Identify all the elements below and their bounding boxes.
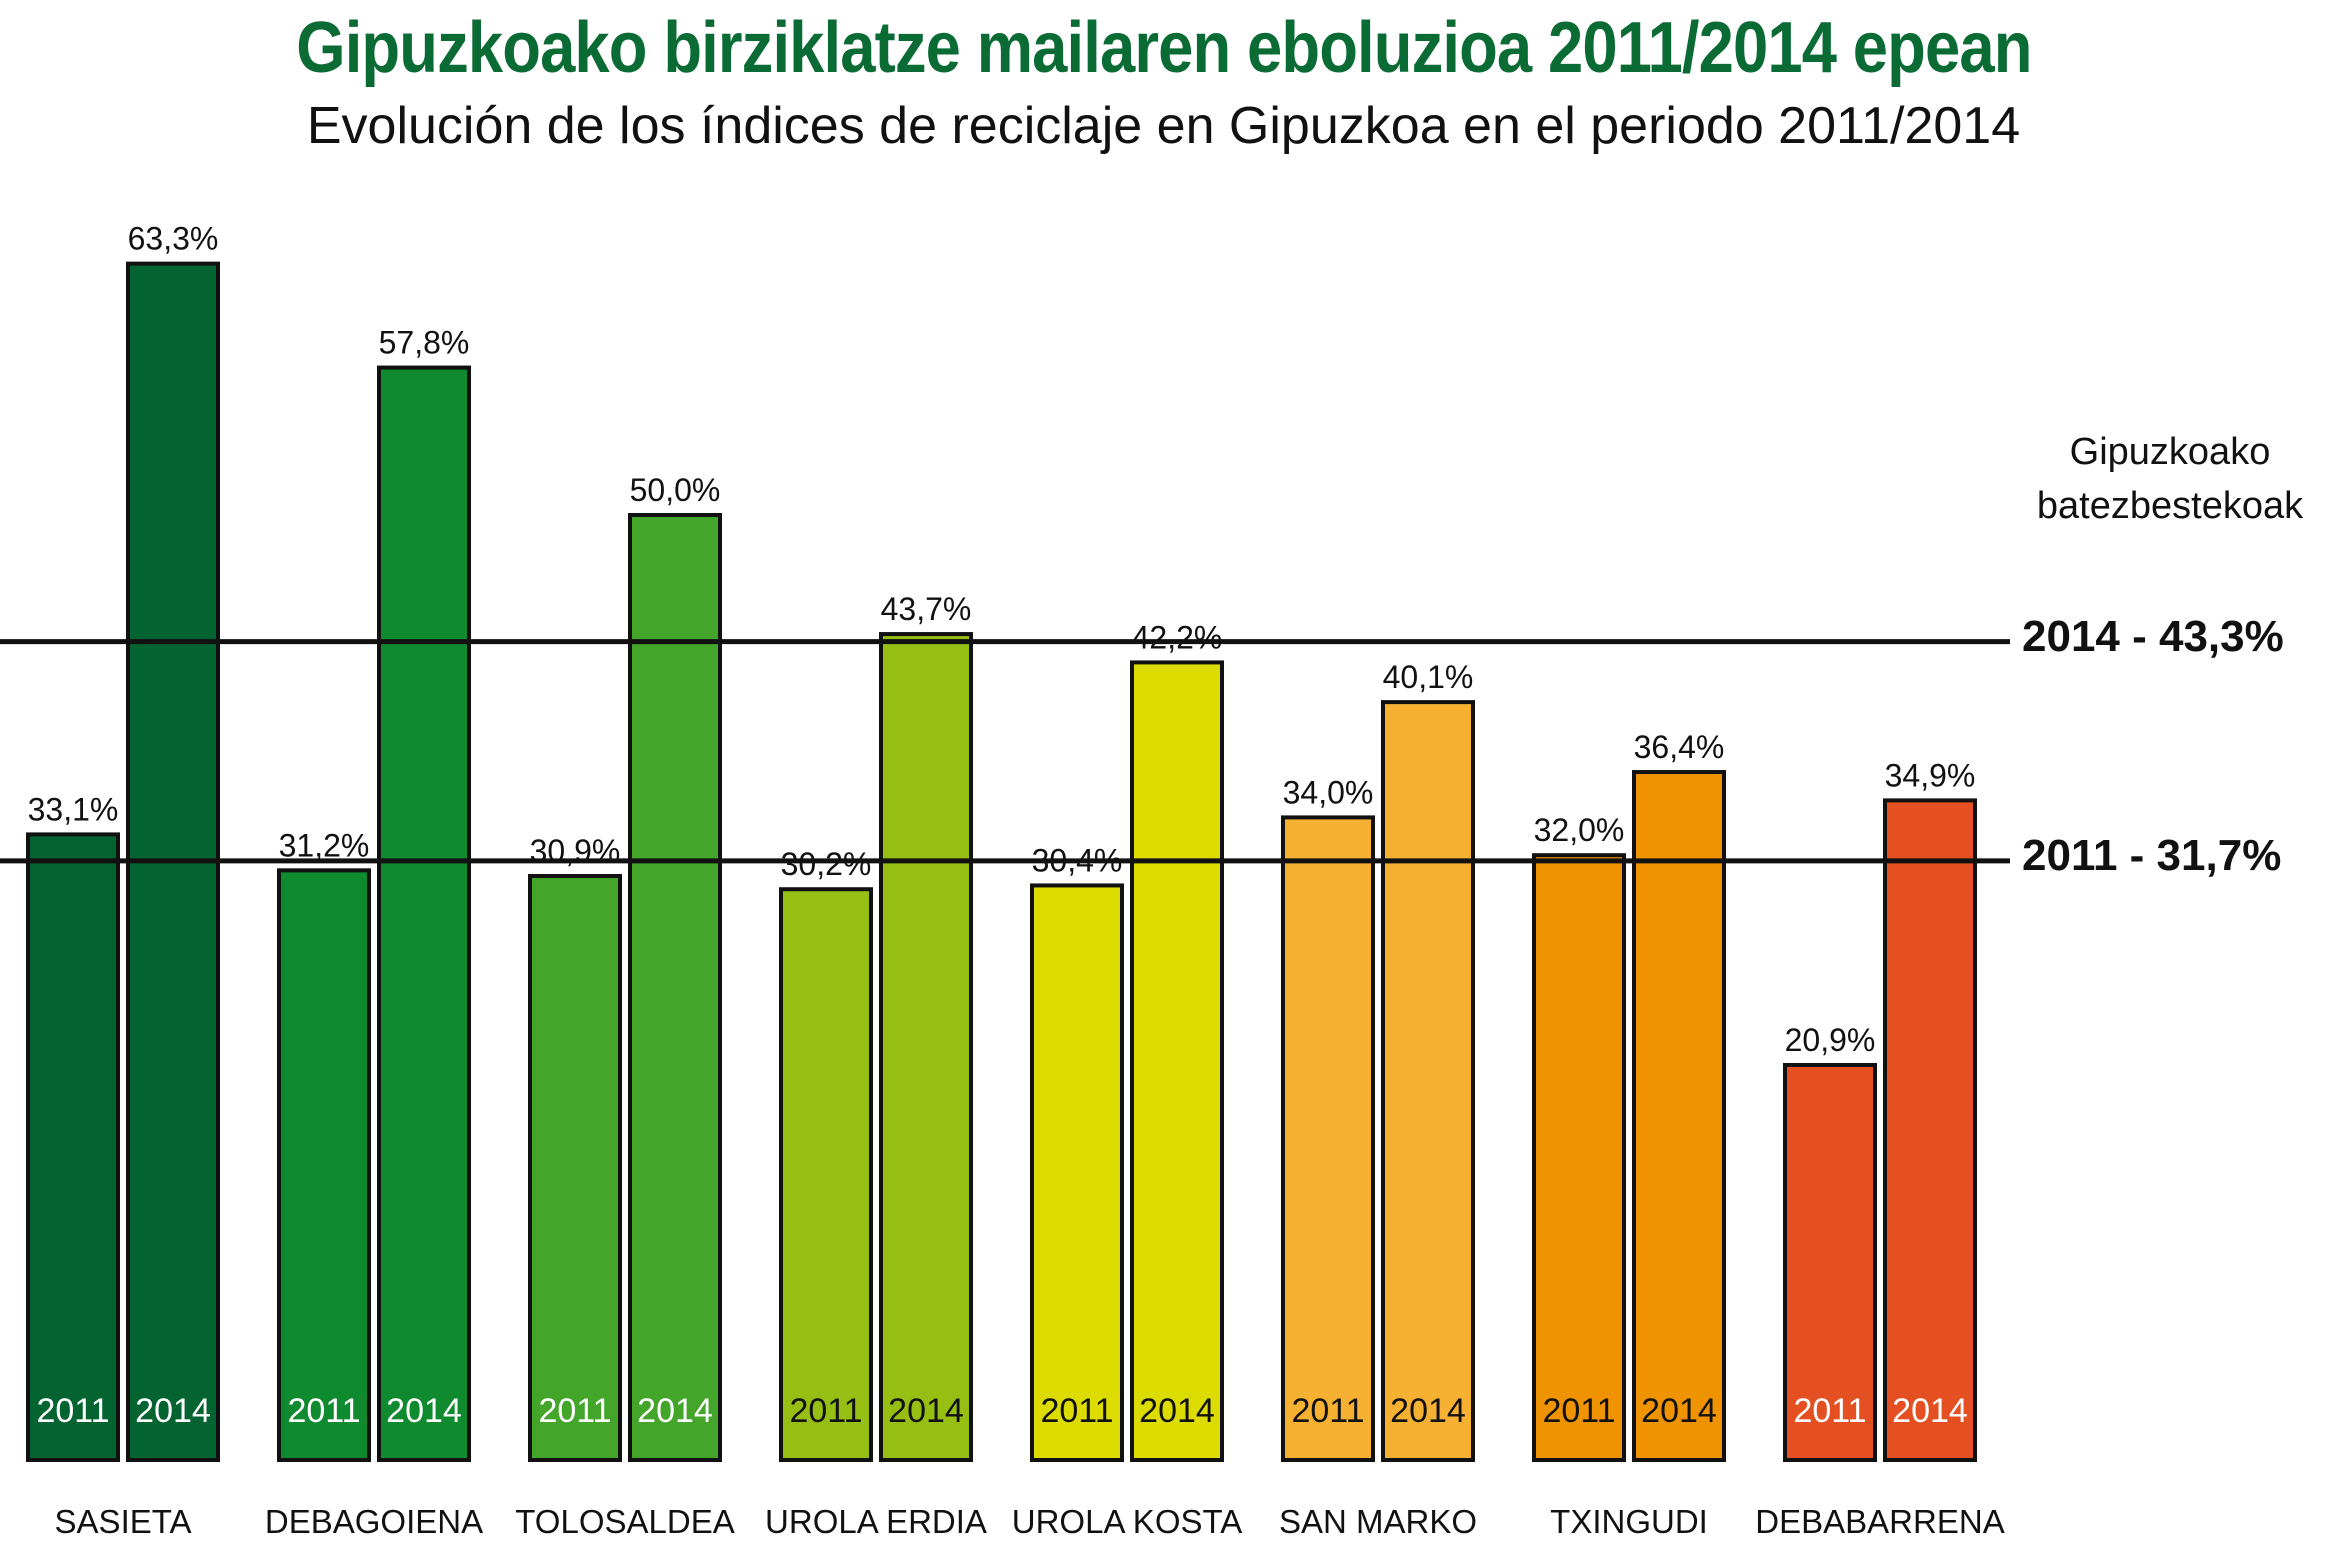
- category-label: TXINGUDI: [1550, 1503, 1708, 1540]
- bar-2011: [779, 887, 873, 1462]
- chart-subtitle: Evolución de los índices de reciclaje en…: [306, 97, 2021, 155]
- bar-2011: [528, 873, 622, 1462]
- bar-2011: [1783, 1062, 1877, 1462]
- year-label: 2014: [1641, 1392, 1717, 1430]
- category-label: UROLA ERDIA: [765, 1503, 987, 1540]
- data-label: 42,2%: [1132, 619, 1223, 655]
- year-label: 2011: [1040, 1392, 1113, 1430]
- average-heading: Gipuzkoako batezbestekoak: [2036, 431, 2304, 527]
- bar-2011: [26, 832, 120, 1462]
- data-label: 20,9%: [1785, 1022, 1876, 1058]
- data-label: 32,0%: [1534, 812, 1625, 848]
- year-label: 2014: [637, 1392, 713, 1430]
- data-label: 43,7%: [881, 591, 972, 627]
- average-2014-label: 2014 - 43,3%: [2022, 612, 2284, 661]
- bar-2014: [1632, 770, 1726, 1462]
- data-label: 31,2%: [279, 827, 370, 863]
- bar-2011: [1532, 853, 1626, 1462]
- data-label: 40,1%: [1383, 659, 1474, 695]
- year-label: 2014: [1390, 1392, 1466, 1430]
- year-label: 2011: [538, 1392, 611, 1430]
- bar-2011: [277, 868, 371, 1462]
- year-label: 2011: [1793, 1392, 1866, 1430]
- data-label: 34,0%: [1283, 774, 1374, 810]
- chart-title-container: Gipuzkoako birziklatze mailaren eboluzio…: [0, 6, 2327, 90]
- year-label: 2014: [888, 1392, 964, 1430]
- chart-title: Gipuzkoako birziklatze mailaren eboluzio…: [295, 8, 2032, 88]
- bar-2014: [628, 513, 722, 1462]
- data-label: 34,9%: [1885, 757, 1976, 793]
- bar-2014: [1381, 700, 1475, 1462]
- bar-2011: [1030, 883, 1124, 1462]
- category-label: SASIETA: [55, 1503, 192, 1540]
- year-label: 2014: [386, 1392, 462, 1430]
- bar-2014: [377, 365, 471, 1463]
- year-label: 2011: [36, 1392, 109, 1430]
- category-label: DEBAGOIENA: [265, 1503, 483, 1540]
- year-label: 2011: [287, 1392, 360, 1430]
- year-label: 2011: [1542, 1392, 1615, 1430]
- data-label: 57,8%: [379, 325, 470, 361]
- average-2011-label: 2011 - 31,7%: [2022, 831, 2282, 880]
- year-label: 2011: [789, 1392, 862, 1430]
- year-label: 2014: [1139, 1392, 1215, 1430]
- bar-2014: [1130, 660, 1224, 1462]
- data-label: 50,0%: [630, 472, 721, 508]
- category-label: SAN MARKO: [1279, 1503, 1477, 1540]
- year-label: 2011: [1291, 1392, 1364, 1430]
- data-label: 30,9%: [530, 833, 621, 869]
- data-label: 36,4%: [1634, 729, 1725, 765]
- category-label: DEBABARRENA: [1755, 1503, 2004, 1540]
- category-label: UROLA KOSTA: [1012, 1503, 1242, 1540]
- year-label: 2014: [1892, 1392, 1968, 1430]
- bar-2014: [879, 632, 973, 1462]
- year-label: 2014: [135, 1392, 211, 1430]
- bar-2014: [1883, 798, 1977, 1462]
- bar-2011: [1281, 815, 1375, 1462]
- category-label: TOLOSALDEA: [515, 1503, 734, 1540]
- data-label: 33,1%: [28, 791, 119, 827]
- data-label: 63,3%: [128, 221, 219, 257]
- data-label: 30,2%: [781, 846, 872, 882]
